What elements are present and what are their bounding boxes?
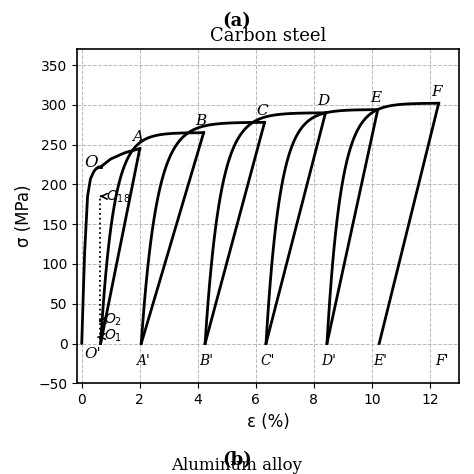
Text: $O_2$: $O_2$ — [100, 311, 122, 328]
Text: (a): (a) — [223, 12, 251, 30]
Text: B: B — [196, 114, 207, 128]
Text: C': C' — [260, 354, 275, 368]
Text: D: D — [317, 94, 329, 108]
Title: Carbon steel: Carbon steel — [210, 27, 327, 45]
Text: O: O — [84, 155, 98, 172]
Text: A: A — [132, 130, 143, 144]
Text: $O_{18}$: $O_{18}$ — [100, 188, 131, 205]
Text: A': A' — [136, 354, 150, 368]
Text: F': F' — [435, 354, 448, 368]
Text: O': O' — [84, 347, 101, 361]
Text: (b): (b) — [222, 451, 252, 469]
Text: D': D' — [321, 354, 336, 368]
X-axis label: ε (%): ε (%) — [247, 412, 290, 430]
Text: B': B' — [200, 354, 214, 368]
Text: F: F — [431, 84, 442, 99]
Y-axis label: σ (MPa): σ (MPa) — [15, 185, 33, 247]
Text: Aluminum alloy: Aluminum alloy — [172, 457, 302, 474]
Text: E': E' — [374, 354, 388, 368]
Text: E: E — [370, 91, 381, 105]
Text: C: C — [256, 104, 268, 118]
Text: $O_1$: $O_1$ — [98, 328, 122, 344]
